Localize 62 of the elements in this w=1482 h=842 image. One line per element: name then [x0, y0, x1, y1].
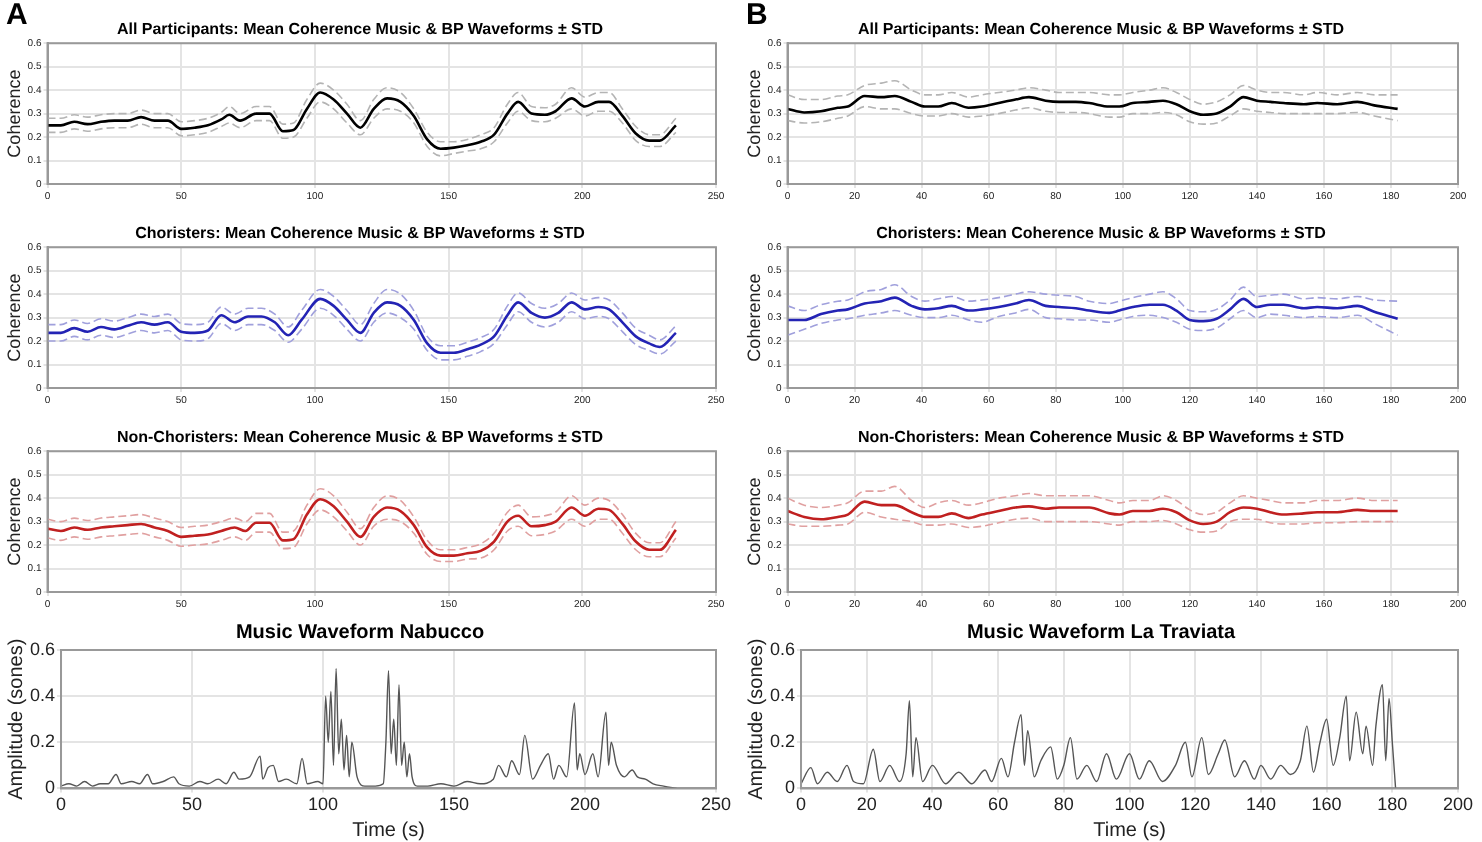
line-series [47, 91, 678, 151]
line-series [47, 498, 678, 557]
chart-title: Non-Choristers: Mean Coherence Music & BP Waveforms ± STD [857, 428, 1345, 447]
line-series [47, 82, 677, 143]
y-axis-title: Coherence [743, 477, 764, 566]
line-series [47, 307, 677, 361]
chart-title: Music Waveform La Traviata [966, 621, 1236, 644]
x-tick-label: 80 [1053, 794, 1074, 815]
line-series [47, 288, 677, 347]
line-series [47, 297, 678, 355]
x-axis-title: Time (s) [1093, 819, 1166, 842]
line-series [787, 500, 1399, 526]
y-axis-title: Coherence [743, 69, 764, 158]
x-tick-label: 250 [700, 794, 732, 815]
x-tick-label: 100 [307, 794, 339, 815]
line-series [787, 511, 1399, 533]
y-axis-title: Amplitude (sones) [745, 638, 768, 800]
chart-title: All Participants: Mean Coherence Music & BP Waveforms ± STD [116, 20, 604, 39]
x-tick-label: 50 [182, 794, 203, 815]
y-axis-title: Coherence [743, 273, 764, 362]
y-axis-title: Coherence [3, 273, 24, 362]
x-tick-label: 180 [1377, 794, 1408, 815]
y-axis-title: Amplitude (sones) [5, 638, 28, 800]
y-tick-label: 0.6 [769, 638, 796, 659]
y-tick-label: 0 [784, 777, 796, 798]
x-tick-label: 150 [438, 794, 470, 815]
y-tick-label: 0.2 [29, 731, 56, 752]
x-tick-label: 100 [1114, 794, 1145, 815]
x-tick-label: 40 [922, 794, 943, 815]
x-tick-label: 200 [569, 794, 601, 815]
x-axis-title: Time (s) [352, 819, 425, 842]
line-series [787, 308, 1399, 336]
x-tick-label: 160 [1311, 794, 1342, 815]
y-axis-title: Coherence [3, 69, 24, 158]
line-series [801, 683, 1397, 789]
y-tick-label: 0.4 [769, 685, 796, 706]
y-tick-label: 0.2 [769, 731, 796, 752]
line-series [787, 283, 1399, 313]
line-series [47, 487, 677, 551]
line-series [787, 105, 1399, 125]
x-tick-label: 140 [1245, 794, 1276, 815]
chart-title: Choristers: Mean Coherence Music & BP Waveforms ± STD [876, 224, 1327, 243]
line-series [47, 101, 677, 157]
line-series [47, 509, 677, 563]
y-tick-label: 0 [44, 777, 56, 798]
chart-title: Music Waveform Nabucco [235, 621, 485, 644]
y-tick-label: 0.4 [29, 685, 56, 706]
x-tick-label: 200 [1442, 794, 1474, 815]
y-axis-title: Coherence [3, 477, 24, 566]
chart-title: Non-Choristers: Mean Coherence Music & BP Waveforms ± STD [116, 428, 604, 447]
chart-title: Choristers: Mean Coherence Music & BP Waveforms ± STD [135, 224, 586, 243]
x-tick-label: 120 [1180, 794, 1211, 815]
text: B [746, 0, 768, 32]
y-tick-label: 0.6 [29, 638, 56, 659]
line-series [787, 485, 1399, 516]
line-series [787, 296, 1399, 323]
x-tick-label: 60 [988, 794, 1009, 815]
x-tick-label: 20 [856, 794, 877, 815]
text: A [6, 0, 28, 32]
chart-title: All Participants: Mean Coherence Music & BP Waveforms ± STD [857, 20, 1345, 39]
line-series [787, 79, 1399, 106]
line-series [787, 94, 1399, 117]
